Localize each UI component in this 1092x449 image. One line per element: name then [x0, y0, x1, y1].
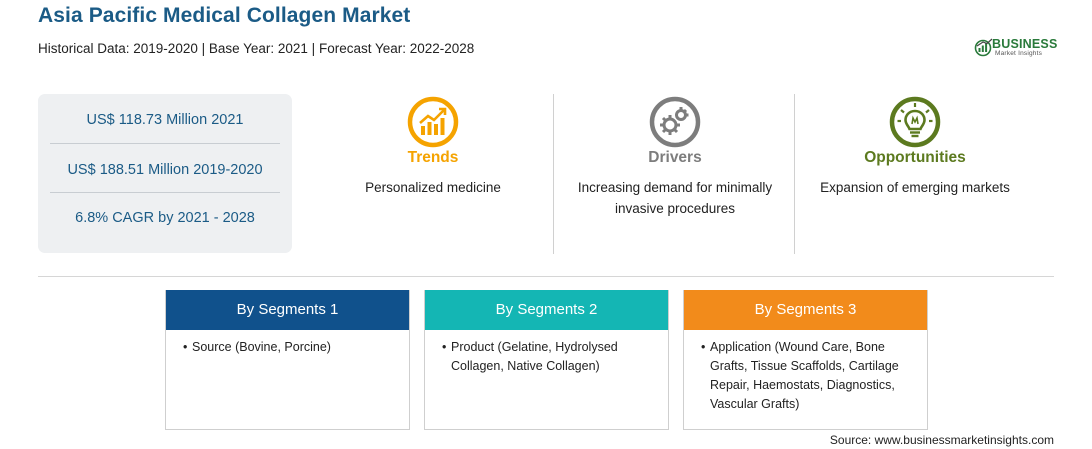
segment-card-3: By Segments 3 • Application (Wound Care,…: [683, 290, 928, 430]
page-title: Asia Pacific Medical Collagen Market: [38, 4, 411, 27]
trends-title: Trends: [407, 149, 459, 166]
segment-2-body: • Product (Gelatine, Hydrolysed Collagen…: [425, 330, 668, 376]
segment-1-text: Source (Bovine, Porcine): [192, 340, 331, 354]
stat-divider: [50, 192, 280, 193]
segment-2-text: Product (Gelatine, Hydrolysed Collagen, …: [451, 340, 618, 373]
drivers-column: Drivers Increasing demand for minimally …: [575, 96, 775, 219]
segment-1-header: By Segments 1: [166, 290, 409, 330]
section-divider: [38, 276, 1054, 277]
bullet: •: [183, 340, 188, 354]
business-market-insights-logo: BUSINESS Market Insights: [974, 37, 1064, 61]
logo-tagline: Market Insights: [995, 50, 1043, 57]
segment-card-2: By Segments 2 • Product (Gelatine, Hydro…: [424, 290, 669, 430]
segment-2-header: By Segments 2: [425, 290, 668, 330]
segment-3-body: • Application (Wound Care, Bone Grafts, …: [684, 330, 927, 414]
bullet: •: [701, 340, 706, 354]
source-note: Source: www.businessmarketinsights.com: [829, 433, 1054, 447]
stat-market-size-historical: US$ 188.51 Million 2019-2020: [67, 162, 263, 178]
drivers-text: Increasing demand for minimally invasive…: [577, 180, 773, 216]
segment-1-body: • Source (Bovine, Porcine): [166, 330, 409, 357]
column-divider: [553, 94, 554, 254]
stats-panel: US$ 118.73 Million 2021 US$ 188.51 Milli…: [38, 94, 292, 253]
stat-divider: [50, 143, 280, 144]
drivers-title: Drivers: [648, 149, 702, 166]
trends-column: Trends Personalized medicine: [333, 96, 533, 198]
logo-name: BUSINESS: [992, 37, 1058, 51]
lightbulb-icon: [889, 96, 941, 148]
gears-icon: [649, 96, 701, 148]
stat-market-size-2021: US$ 118.73 Million 2021: [86, 112, 244, 128]
page-subtitle: Historical Data: 2019-2020 | Base Year: …: [38, 41, 475, 56]
logo-globe-icon: [974, 38, 993, 57]
bullet: •: [442, 340, 447, 354]
opportunities-title: Opportunities: [864, 149, 966, 166]
stat-cagr: 6.8% CAGR by 2021 - 2028: [75, 210, 255, 226]
segment-3-text: Application (Wound Care, Bone Grafts, Ti…: [710, 340, 899, 411]
opportunities-column: Opportunities Expansion of emerging mark…: [815, 96, 1015, 198]
segment-card-1: By Segments 1 • Source (Bovine, Porcine): [165, 290, 410, 430]
trends-text: Personalized medicine: [365, 180, 501, 195]
trend-chart-icon: [407, 96, 459, 148]
opportunities-text: Expansion of emerging markets: [820, 180, 1010, 195]
column-divider: [794, 94, 795, 254]
segment-3-header: By Segments 3: [684, 290, 927, 330]
